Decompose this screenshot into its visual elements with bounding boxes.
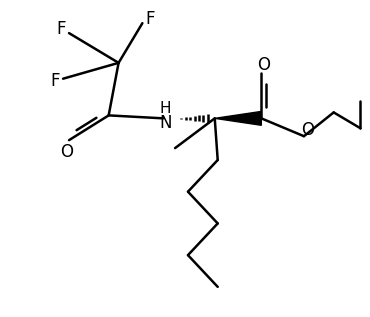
Text: O: O [302,121,314,139]
Text: O: O [257,56,270,74]
Text: O: O [61,143,74,161]
Text: F: F [145,10,155,28]
Text: H: H [159,101,171,116]
Polygon shape [215,111,261,125]
Text: F: F [50,72,60,90]
Text: F: F [56,20,66,38]
Text: N: N [159,114,171,132]
